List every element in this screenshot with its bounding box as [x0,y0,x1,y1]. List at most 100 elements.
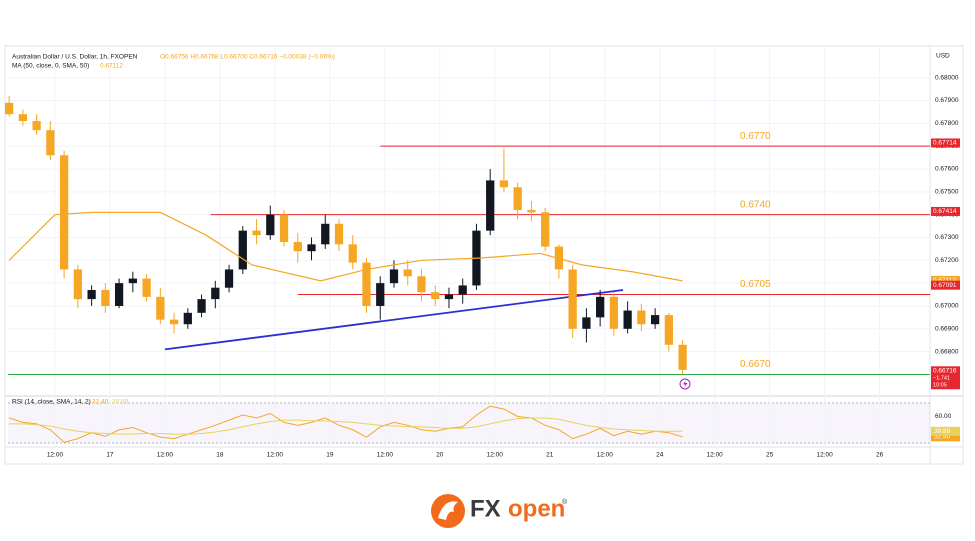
candle-body [582,317,591,329]
rsi-band [8,403,930,443]
logo-glyph [438,501,458,520]
ma-line [8,211,683,282]
trendline [164,289,624,351]
price-badge-extra: 10:05 [933,382,947,388]
level-label: 0.6670 [740,359,771,370]
alert-icon[interactable] [679,378,691,390]
candle-body [32,121,41,131]
candle-body [18,114,28,122]
candle-body [5,102,14,115]
y-tick-label: 0.68000 [935,74,959,81]
logo: FX open ® [431,494,568,528]
candle-body [238,230,247,270]
candle-body [128,278,137,284]
candle-body [527,210,536,213]
x-tick-label: 26 [876,452,884,459]
candle-body [499,180,509,188]
candle-body [252,230,261,236]
x-tick-label: 12:00 [267,452,284,459]
rsi-badge-label: 39.89 [934,428,951,435]
x-tick-label: 12:00 [377,452,394,459]
logo-mark: ® [562,498,568,506]
candle-body [321,223,330,245]
candle-body [664,315,673,345]
price-badge-extra: −1.741 [933,375,950,381]
level-label: 0.6770 [740,131,771,142]
candle-body [362,262,371,306]
price-badge [931,280,960,290]
candle-body [211,287,220,300]
candle-body [73,269,82,300]
ohlc-values: O0.66756 H0.66768 L0.66700 C0.66716 −0.0… [160,54,335,61]
x-tick-label: 18 [216,452,224,459]
x-tick-label: 12:00 [816,452,833,459]
rsi-line [9,417,683,435]
y-tick-label: 0.67200 [935,257,959,264]
candle-body [334,223,344,245]
candle-body [678,344,687,370]
y-tick-label: 0.67900 [935,97,959,104]
chart-frame [4,45,964,465]
candle-body [266,214,275,236]
y-tick-label: 0.66800 [935,348,959,355]
x-tick-label: 12:00 [47,452,64,459]
candle-body [650,315,660,325]
candle-body [596,296,605,318]
rsi-badge [931,426,960,436]
x-tick-label: 12:00 [597,452,614,459]
price-badge-label: 0.67714 [933,140,957,147]
logo-fx: FX [470,495,501,522]
candle-body [307,244,316,252]
candle-body [458,285,467,295]
rsi-ma-value: 39.89 [112,399,129,406]
candle-body [637,310,646,325]
level-label: 0.6705 [740,279,771,290]
candle-body [114,283,124,306]
currency: USD [936,53,950,60]
price-badge [931,275,960,285]
candle-body [279,214,289,243]
x-tick-label: 25 [766,452,774,459]
candle-body [623,310,632,329]
rsi-value: 32.40 [92,399,109,406]
y-tick-label: 0.67300 [935,234,959,241]
y-tick-label: 0.66900 [935,326,959,333]
x-tick-label: 20 [436,452,444,459]
candle-body [197,299,206,313]
candle-body [46,130,55,156]
candle-body [142,278,151,297]
x-tick-label: 19 [326,452,334,459]
candle-body [376,283,385,306]
candle-body [403,269,412,277]
candle-body [431,292,440,300]
rsi-badge [931,432,960,442]
ma-value: 0.67112 [100,63,123,70]
x-tick-label: 12:00 [157,452,174,459]
chart-layer: 0.668000.669000.670000.671000.672000.673… [5,48,960,459]
rsi-line [8,405,683,443]
candle-body [348,244,357,263]
candle-body [541,212,550,247]
rsi-tick-label: 60.00 [935,413,952,420]
x-tick-label: 12:00 [487,452,504,459]
candle-body [156,296,165,320]
y-tick-label: 0.67500 [935,189,959,196]
y-tick-label: 0.67800 [935,120,959,127]
y-tick-label: 0.67000 [935,303,959,310]
price-badge [931,206,960,216]
x-tick-label: 17 [106,452,114,459]
chart-title: Australian Dollar / U.S. Dollar, 1h, FXO… [12,54,138,61]
y-tick-label: 0.67600 [935,166,959,173]
x-tick-label: 21 [546,452,554,459]
level-label: 0.6740 [740,199,771,210]
price-badge [931,138,960,148]
price-badge-label: 0.66716 [933,368,957,375]
candle-body [293,242,302,252]
ma-legend: MA (50, close, 0, SMA, 50) [12,63,89,70]
candle-body [486,180,495,231]
price-badge-label: 0.67414 [933,208,957,215]
candle-body [224,269,234,288]
rsi-badge-label: 32.40 [934,434,951,441]
candle-body [183,312,192,325]
